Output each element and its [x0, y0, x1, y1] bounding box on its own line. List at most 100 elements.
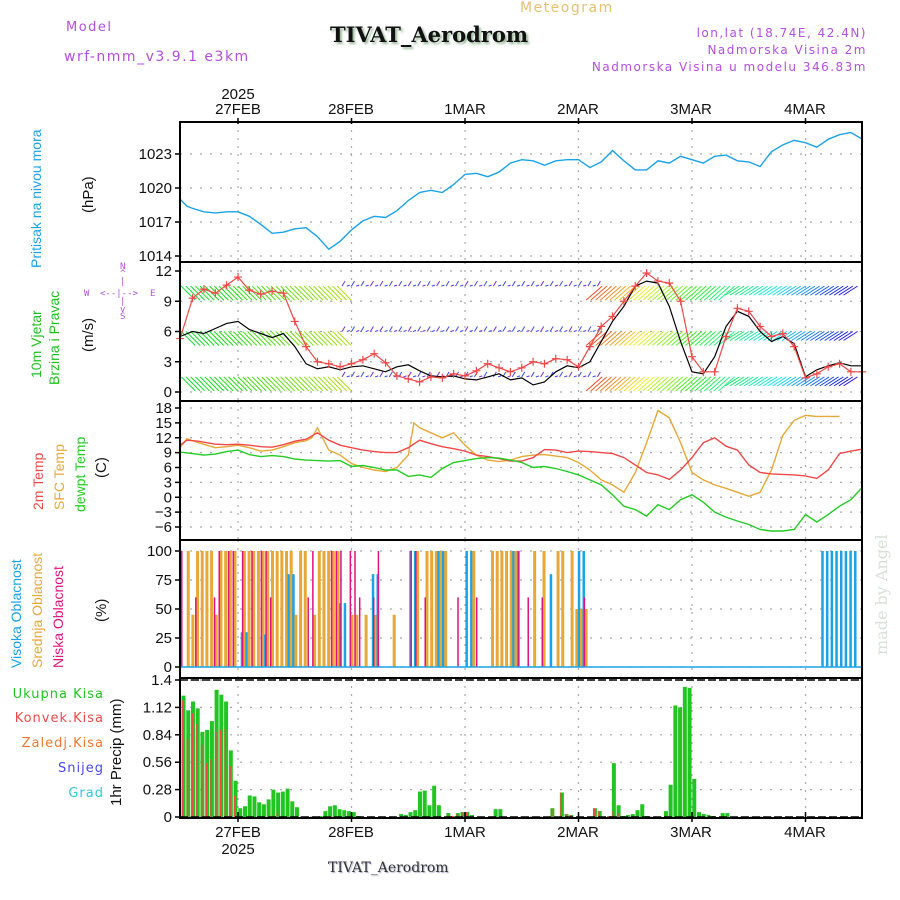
mid-cloud-bar: [214, 614, 218, 667]
wind-barb: [441, 330, 445, 332]
wind-gust-marker: [597, 322, 606, 331]
low-cloud-bar: [307, 597, 309, 667]
model-value: wrf-nmm_v3.9.1 e3km: [64, 49, 250, 65]
low-cloud-bar: [251, 551, 253, 667]
mid-cloud-bar: [205, 551, 209, 667]
wind-barb: [614, 376, 631, 392]
wind-barb: [379, 371, 384, 378]
wind-barb: [365, 330, 369, 332]
mid-cloud-bar: [495, 551, 499, 667]
wind-barb: [270, 331, 286, 346]
wind-barb: [483, 326, 488, 332]
bottom-year-label: 2025: [221, 841, 254, 858]
wind-barb: [596, 371, 601, 378]
wind-barb: [781, 285, 797, 296]
wind-barb: [604, 331, 622, 346]
wind-barb: [460, 284, 464, 287]
wind-barb: [824, 331, 839, 341]
wind-barb: [327, 376, 343, 392]
y-tick-label: 6: [164, 460, 172, 477]
wind-gust-marker: [756, 322, 765, 331]
wind-gust-marker: [472, 366, 481, 375]
wind-barb: [573, 284, 577, 287]
wind-barb: [545, 284, 549, 287]
wind-barb: [403, 330, 407, 332]
total-precip-bar: [257, 802, 262, 817]
wind-barb: [829, 331, 844, 341]
wind-barb: [266, 331, 281, 346]
wind-gust-marker: [381, 358, 390, 367]
y-tick-label: 1017: [139, 214, 172, 231]
mid-cloud-bar: [584, 609, 588, 667]
low-cloud-bar: [410, 551, 412, 667]
wind-barb: [661, 331, 679, 346]
wind-barb: [618, 376, 636, 392]
mid-cloud-bar: [373, 614, 377, 667]
wind-barb: [833, 285, 849, 296]
low-cloud-bar: [354, 551, 356, 667]
low-cloud-bar: [377, 551, 380, 667]
total-precip-bar: [328, 806, 333, 817]
wind-barb: [313, 331, 329, 346]
mid-cloud-bar: [570, 551, 574, 667]
bottom-date-label: 2MAR: [557, 824, 599, 841]
wind-barb: [412, 330, 417, 332]
total-precip-bar: [332, 805, 337, 817]
wind-barb: [474, 326, 478, 332]
high-cloud-bar: [470, 551, 473, 667]
wind-gust-marker: [256, 290, 265, 299]
wind-barb: [232, 331, 248, 346]
wind-barb: [656, 376, 674, 392]
wind-barb: [637, 285, 655, 301]
wind-barb: [824, 285, 839, 296]
wind-barb: [800, 285, 816, 296]
wind-barb: [647, 285, 664, 301]
wind-barb: [829, 285, 844, 296]
wind-barb: [318, 376, 333, 392]
conv-precip-bar: [607, 816, 610, 817]
wind-barb: [445, 280, 450, 287]
y-tick-label: 12: [155, 430, 172, 447]
wind-barb: [284, 285, 300, 301]
wind-barb: [426, 326, 431, 332]
wind-barb: [689, 376, 707, 392]
precip-legend-frz: Zaledj.Kisa: [21, 736, 104, 751]
wind-barb: [549, 280, 554, 287]
wind-barb: [417, 280, 422, 287]
total-precip-bar: [630, 814, 635, 817]
total-precip-bar: [337, 809, 342, 817]
wind-barb: [713, 376, 731, 392]
mid-cloud-bar: [303, 551, 307, 667]
wind-barb: [275, 376, 291, 392]
wind-barb: [675, 376, 693, 392]
low-cloud-bar: [372, 597, 375, 667]
wind-barb: [251, 331, 267, 346]
wind-gust-marker: [642, 269, 651, 278]
wind-barb: [564, 284, 568, 287]
wind-barb: [417, 371, 422, 378]
wind-barb: [280, 376, 295, 392]
wind-barb: [422, 375, 426, 378]
high-cloud-bar: [849, 551, 852, 667]
wind-barb: [332, 285, 347, 301]
wind-gust-marker: [631, 282, 640, 291]
total-precip-bar: [242, 806, 247, 817]
wind-barb: [483, 371, 488, 378]
wind-barb: [758, 285, 773, 296]
wind-barb: [666, 285, 683, 301]
mid-cloud-bar: [224, 551, 228, 667]
wind-barb: [270, 376, 286, 392]
wind-barb: [521, 326, 526, 332]
wind-barb: [351, 326, 355, 332]
wind-gust-marker: [835, 359, 844, 368]
wind-barb: [426, 280, 431, 287]
mid-cloud-bar: [219, 551, 223, 667]
wind-barb: [441, 284, 445, 287]
sfc-temp-line: [179, 409, 840, 498]
wind-barb: [341, 326, 346, 332]
conv-precip-bar: [446, 815, 449, 817]
wind-barb: [642, 285, 660, 301]
wind-barb: [232, 285, 248, 301]
wind-barb: [743, 331, 759, 341]
